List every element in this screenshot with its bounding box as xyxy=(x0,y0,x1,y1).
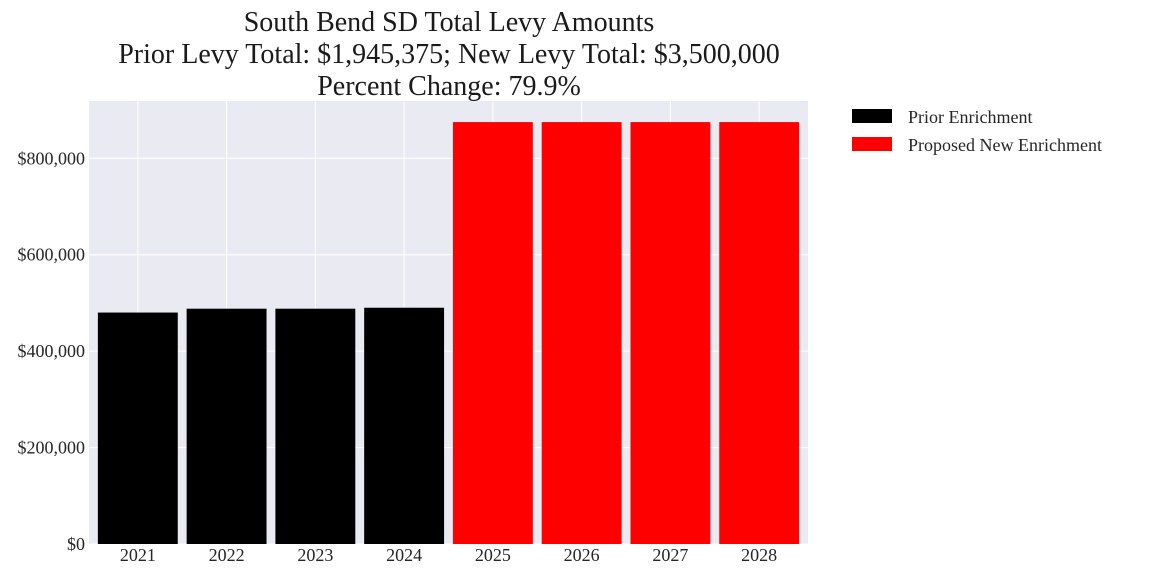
x-tick-label: 2021 xyxy=(120,545,156,565)
y-axis-ticks: $0 $200,000 $400,000 $600,000 $800,000 xyxy=(18,148,86,554)
y-tick-label: $200,000 xyxy=(18,438,86,458)
legend-label: Proposed New Enrichment xyxy=(908,135,1102,155)
y-tick-label: $0 xyxy=(67,534,85,554)
x-tick-label: 2028 xyxy=(741,545,777,565)
chart-title-line-1: South Bend SD Total Levy Amounts xyxy=(244,7,655,38)
bar-2027 xyxy=(630,122,711,544)
legend-label: Prior Enrichment xyxy=(908,107,1032,127)
x-tick-label: 2023 xyxy=(297,545,333,565)
chart-title-line-2: Prior Levy Total: $1,945,375; New Levy T… xyxy=(118,39,780,70)
legend: Prior Enrichment Proposed New Enrichment xyxy=(852,107,1102,155)
bar-2024 xyxy=(364,307,445,544)
bar-2025 xyxy=(452,122,533,544)
y-tick-label: $600,000 xyxy=(18,245,86,265)
bar-2021 xyxy=(97,312,178,544)
bars xyxy=(97,122,800,544)
bar-2028 xyxy=(719,122,800,544)
y-tick-label: $800,000 xyxy=(18,148,86,168)
y-tick-label: $400,000 xyxy=(18,341,86,361)
x-tick-label: 2024 xyxy=(386,545,422,565)
bar-2026 xyxy=(541,122,622,544)
bar-2023 xyxy=(275,308,356,544)
x-tick-label: 2025 xyxy=(475,545,511,565)
legend-swatch xyxy=(852,109,892,123)
x-tick-label: 2027 xyxy=(652,545,688,565)
x-tick-label: 2026 xyxy=(564,545,600,565)
bar-2022 xyxy=(186,308,267,544)
chart-title: South Bend SD Total Levy Amounts Prior L… xyxy=(118,7,780,102)
chart-title-line-3: Percent Change: 79.9% xyxy=(317,71,581,102)
legend-swatch xyxy=(852,137,892,151)
x-axis-ticks: 2021 2022 2023 2024 2025 2026 2027 2028 xyxy=(120,545,777,565)
x-tick-label: 2022 xyxy=(209,545,245,565)
